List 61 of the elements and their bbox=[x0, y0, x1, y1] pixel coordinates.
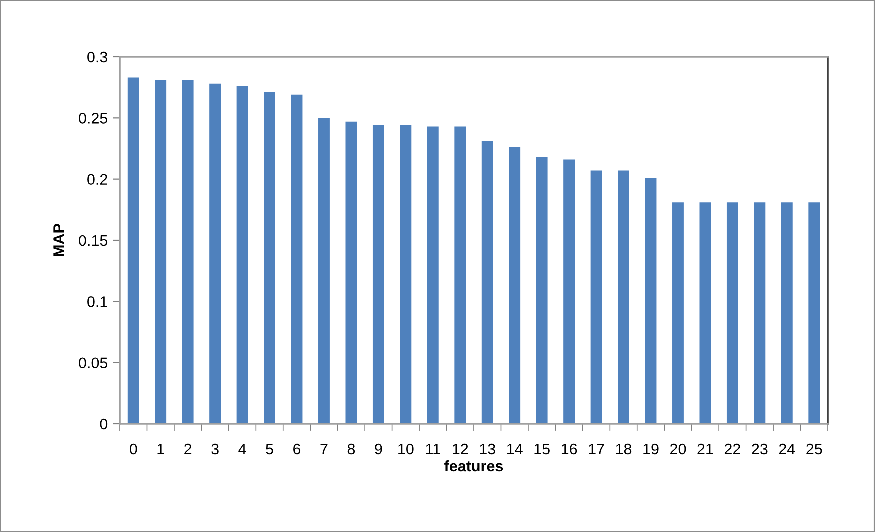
bar bbox=[155, 80, 167, 424]
bar bbox=[482, 141, 494, 424]
bar bbox=[210, 84, 222, 424]
x-tick-label: 6 bbox=[294, 444, 301, 455]
x-tick-label: 22 bbox=[724, 444, 740, 455]
x-tick-label: 5 bbox=[266, 444, 274, 455]
bar bbox=[236, 86, 248, 424]
x-tick-label: 25 bbox=[806, 444, 822, 455]
bar bbox=[564, 160, 576, 424]
x-tick-label: 18 bbox=[616, 444, 632, 455]
bar bbox=[182, 80, 194, 424]
bar bbox=[128, 78, 140, 424]
bar bbox=[346, 122, 358, 424]
x-tick-label: 12 bbox=[453, 444, 468, 455]
bar bbox=[700, 202, 712, 424]
x-tick-label: 16 bbox=[562, 444, 578, 455]
bar bbox=[726, 202, 738, 424]
x-tick-label: 21 bbox=[698, 444, 714, 455]
x-tick-label: 8 bbox=[348, 444, 356, 455]
x-tick-label: 0 bbox=[130, 444, 138, 455]
y-tick-label: 0.1 bbox=[88, 296, 108, 308]
bar bbox=[454, 126, 466, 424]
y-tick-label: 0.25 bbox=[79, 113, 108, 124]
y-tick-label: 0.2 bbox=[88, 174, 108, 186]
y-tick-label: 0.3 bbox=[88, 52, 108, 63]
bar bbox=[536, 157, 548, 424]
bar bbox=[618, 170, 630, 424]
x-tick-label: 23 bbox=[752, 444, 768, 455]
x-tick-label: 24 bbox=[779, 444, 796, 455]
x-tick-label: 20 bbox=[670, 444, 686, 455]
bar bbox=[590, 170, 602, 424]
x-tick-label: 15 bbox=[534, 444, 550, 455]
x-tick-label: 19 bbox=[644, 444, 659, 455]
bar bbox=[781, 202, 793, 424]
y-axis-title: MAP bbox=[54, 224, 64, 256]
x-axis-title: features bbox=[444, 460, 504, 472]
x-tick-label: 17 bbox=[589, 444, 604, 455]
bar bbox=[427, 126, 439, 424]
x-tick-label: 9 bbox=[375, 444, 382, 455]
bar bbox=[808, 202, 820, 424]
x-tick-label: 10 bbox=[398, 444, 414, 455]
y-tick-label: 0.15 bbox=[79, 235, 108, 246]
x-tick-label: 11 bbox=[426, 444, 440, 455]
y-tick-label: 0.05 bbox=[79, 358, 108, 369]
bar bbox=[264, 92, 276, 424]
bar bbox=[509, 148, 521, 424]
x-tick-label: 2 bbox=[184, 444, 192, 455]
x-tick-label: 1 bbox=[158, 444, 164, 455]
x-tick-label: 7 bbox=[320, 444, 328, 455]
bar bbox=[372, 126, 384, 424]
x-tick-label: 14 bbox=[508, 444, 523, 455]
bar bbox=[291, 94, 303, 424]
bar bbox=[318, 118, 330, 424]
x-tick-label: 13 bbox=[480, 444, 496, 455]
y-tick-label: 0 bbox=[100, 418, 108, 430]
bar bbox=[754, 202, 766, 424]
x-tick-label: 4 bbox=[238, 444, 246, 455]
x-tick-label: 3 bbox=[212, 444, 219, 455]
bar bbox=[672, 202, 684, 424]
bar bbox=[645, 178, 657, 424]
bar bbox=[400, 126, 412, 424]
